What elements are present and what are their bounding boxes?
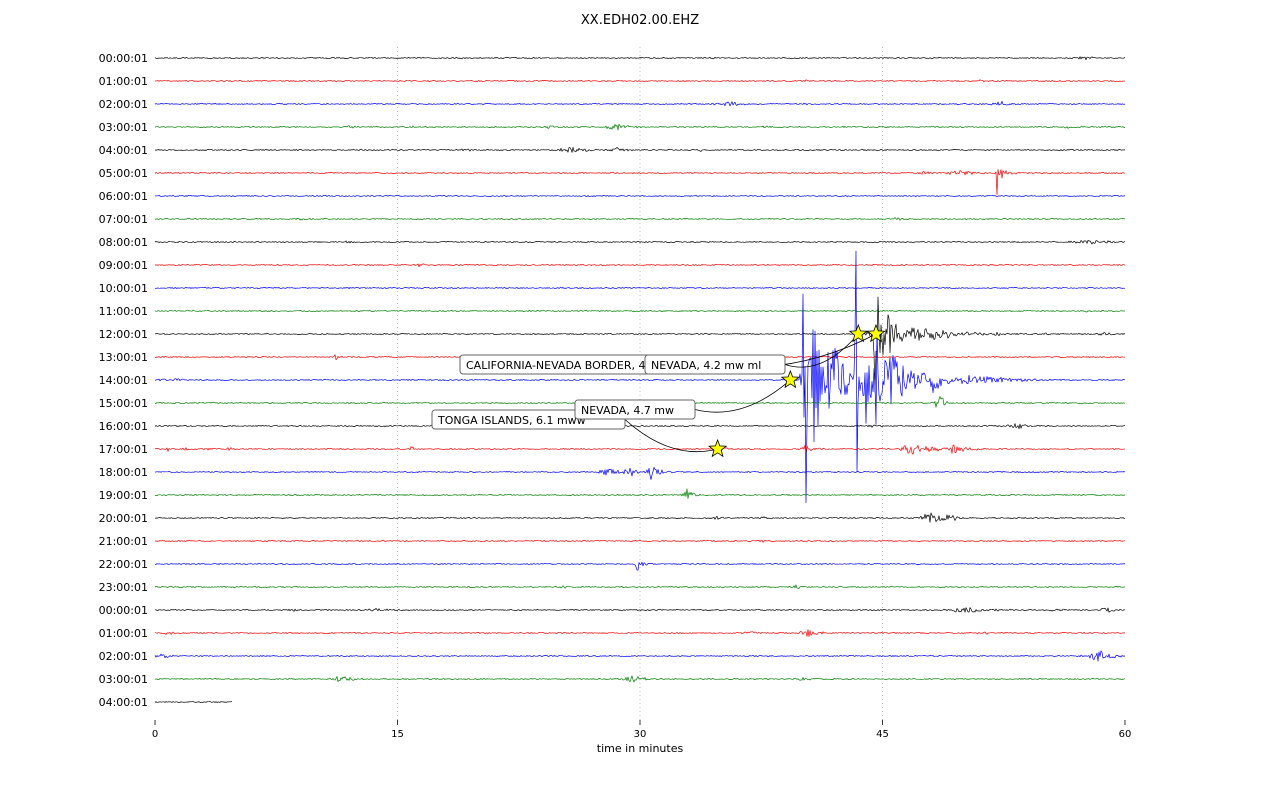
chart-title: XX.EDH02.00.EHZ: [580, 13, 700, 28]
trace-row-22: [154, 561, 1126, 571]
trace-row-9: [154, 263, 1126, 268]
trace-row-17: [154, 444, 1126, 455]
trace-row-28: [154, 701, 233, 703]
row-time-label: 02:00:01: [99, 98, 148, 111]
trace-row-1: [155, 79, 1125, 83]
row-time-label: 00:00:01: [99, 52, 148, 65]
row-time-label: 20:00:01: [99, 512, 148, 525]
trace-row-25: [154, 629, 1126, 637]
trace-row-23: [154, 584, 1126, 589]
event-connector-line: [624, 419, 718, 452]
row-time-label: 04:00:01: [99, 144, 148, 157]
row-time-label: 16:00:01: [99, 420, 148, 433]
trace-row-0: [154, 56, 1126, 61]
event-label-box: [574, 399, 696, 420]
x-tick-label: 30: [634, 729, 647, 740]
trace-row-21: [154, 539, 1126, 543]
event-star-icon: [707, 438, 728, 458]
row-time-label: 01:00:01: [99, 75, 148, 88]
row-time-label: 18:00:01: [99, 466, 148, 479]
row-time-label: 03:00:01: [99, 673, 148, 686]
row-time-label: 09:00:01: [99, 259, 148, 272]
row-time-label: 17:00:01: [99, 443, 148, 456]
x-axis-label: time in minutes: [596, 742, 684, 755]
trace-row-19: [154, 488, 1126, 499]
event-label-text: CALIFORNIA-NEVADA BORDER, 4.2 ml: [466, 359, 673, 372]
trace-row-2: [154, 100, 1126, 107]
trace-row-12: [154, 296, 1126, 393]
row-time-label: 22:00:01: [99, 558, 148, 571]
x-tick-label: 60: [1119, 729, 1132, 740]
row-time-label: 07:00:01: [99, 213, 148, 226]
row-time-label: 06:00:01: [99, 190, 148, 203]
trace-row-11: [154, 309, 1126, 313]
event-star-icon: [780, 369, 800, 389]
row-time-label: 11:00:01: [99, 305, 148, 318]
trace-row-7: [154, 217, 1126, 221]
event-star-icon: [866, 323, 886, 343]
row-time-label: 14:00:01: [99, 374, 148, 387]
trace-row-14: [154, 250, 1125, 504]
event-label-text: NEVADA, 4.2 mw ml: [651, 359, 761, 372]
row-time-label: 23:00:01: [99, 581, 148, 594]
trace-row-18: [154, 466, 1126, 480]
row-time-label: 21:00:01: [99, 535, 148, 548]
x-tick-label: 15: [391, 729, 404, 740]
x-tick-label: 45: [876, 729, 889, 740]
row-time-label: 10:00:01: [99, 282, 148, 295]
row-time-label: 00:00:01: [99, 604, 148, 617]
event-label-text: TONGA ISLANDS, 6.1 mww: [437, 414, 586, 427]
trace-row-5: [154, 169, 1126, 196]
trace-row-8: [154, 239, 1126, 245]
trace-row-3: [154, 123, 1126, 131]
event-connector-line: [694, 379, 791, 413]
trace-row-26: [154, 650, 1126, 662]
event-star-icon: [848, 323, 868, 343]
trace-row-16: [154, 423, 1126, 430]
trace-row-27: [154, 675, 1126, 683]
event-label-box: [644, 354, 786, 375]
x-tick-label: 0: [152, 729, 158, 740]
row-time-label: 19:00:01: [99, 489, 148, 502]
row-time-label: 03:00:01: [99, 121, 148, 134]
row-time-label: 05:00:01: [99, 167, 148, 180]
row-time-label: 02:00:01: [99, 650, 148, 663]
trace-row-6: [154, 195, 1126, 197]
row-time-label: 12:00:01: [99, 328, 148, 341]
event-label-text: NEVADA, 4.7 mw: [581, 404, 674, 417]
row-time-label: 13:00:01: [99, 351, 148, 364]
row-time-label: 08:00:01: [99, 236, 148, 249]
trace-row-20: [155, 512, 1126, 523]
trace-row-4: [154, 146, 1126, 153]
row-time-label: 15:00:01: [99, 397, 148, 410]
event-connector-line: [784, 333, 859, 368]
trace-row-10: [154, 287, 1126, 290]
row-time-label: 01:00:01: [99, 627, 148, 640]
trace-row-24: [155, 607, 1126, 613]
row-time-label: 04:00:01: [99, 696, 148, 709]
